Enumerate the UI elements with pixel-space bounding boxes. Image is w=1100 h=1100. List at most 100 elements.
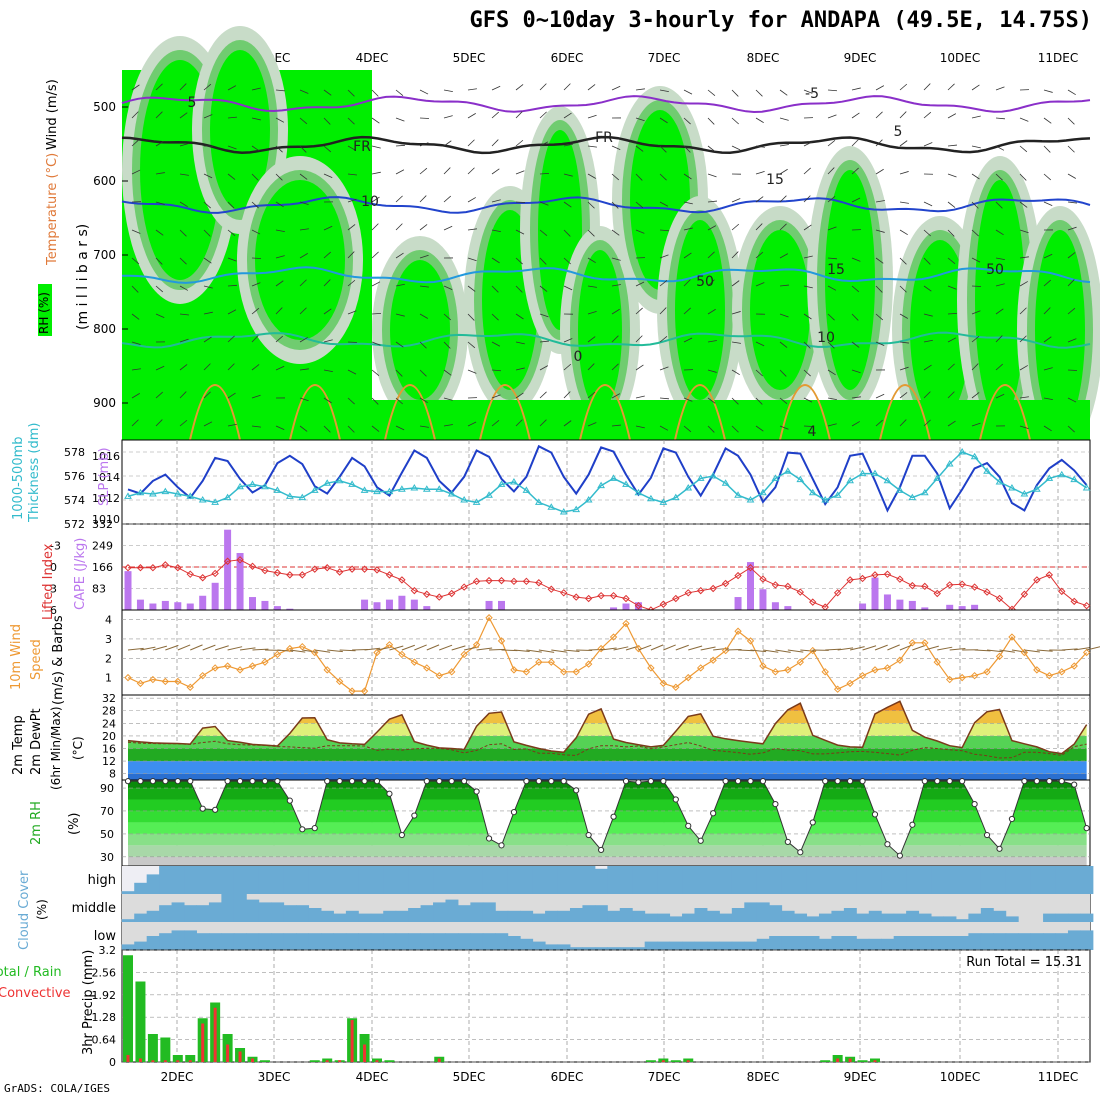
wind-barb (539, 83, 547, 91)
wind-barb (203, 114, 213, 119)
rh-point (249, 778, 256, 785)
wind-barb (131, 285, 139, 293)
cloud-cover-cell (320, 866, 334, 894)
y-tick-label-right: 1012 (92, 492, 120, 505)
wind-barb (395, 283, 405, 287)
wind-barb (275, 201, 284, 208)
wind-barb (491, 257, 500, 264)
cloud-cover-cell (1067, 913, 1081, 922)
thickness-point (634, 488, 643, 496)
cloud-cover-cell (756, 866, 770, 894)
rh-point (971, 800, 978, 808)
cloud-cover-cell (1043, 866, 1057, 894)
thickness-point (647, 494, 655, 502)
wind-speed-point (659, 679, 668, 688)
cloud-cover-cell (644, 913, 658, 922)
wind-barb (635, 201, 644, 209)
wind-barb (731, 223, 740, 231)
axis-label-thickness-2: Thickness (dm) (27, 423, 42, 523)
contour-label: 4 (808, 424, 817, 440)
wind-barb (635, 88, 645, 91)
cloud-cover-cell (308, 908, 322, 922)
axis-label-cloud-unit: (%) (35, 899, 49, 920)
thickness-point (622, 480, 630, 487)
lifted-index-point (572, 593, 580, 601)
cloud-cover-cell (520, 938, 534, 950)
wind-barb (803, 167, 811, 175)
rh-point (734, 778, 742, 785)
rh-point (162, 778, 169, 785)
wind-speed-point (1070, 662, 1078, 670)
y-tick-label: 0 (109, 1056, 116, 1069)
cloud-cover-cell (457, 866, 471, 894)
cloud-cover-cell (1067, 866, 1081, 894)
thickness-point (223, 493, 232, 501)
thickness-point (559, 508, 568, 515)
thickness-point (671, 493, 680, 501)
lifted-index-point (958, 580, 966, 588)
y-tick-label: 2.56 (92, 966, 117, 979)
wind-barb (635, 395, 645, 399)
rh-point (759, 778, 767, 785)
wind-barb (707, 200, 717, 203)
rh-moist-cell (910, 240, 970, 420)
wind-barb (275, 229, 285, 232)
wind-speed-point (398, 650, 406, 659)
day-label-top: 8DEC (747, 51, 780, 65)
wind-barb (395, 144, 406, 147)
wind-barb (731, 397, 739, 405)
wind-barb (467, 228, 477, 231)
cloud-cover-cell (383, 910, 397, 922)
thickness-point (995, 478, 1004, 485)
wind-barb (323, 369, 333, 373)
wind-barb-10m (700, 646, 716, 651)
cloud-cover-cell (781, 936, 795, 950)
cloud-cover-cell (233, 866, 247, 894)
rh-point (261, 778, 269, 785)
wind-barb (587, 285, 597, 288)
wind-barb (563, 285, 573, 291)
precip-total-bar (384, 1060, 395, 1062)
precip-convective-bar (226, 1044, 230, 1062)
cloud-cover-cell (420, 866, 434, 894)
cloud-cover-cell (619, 866, 633, 894)
cloud-cover-cell (906, 866, 920, 894)
cloud-cover-cell (594, 947, 608, 950)
cloud-cover-cell (843, 866, 857, 894)
wind-barb (539, 201, 549, 206)
cloud-cover-cell (657, 913, 671, 922)
day-label-bottom: 7DEC (648, 1070, 681, 1084)
day-label-bottom: 4DEC (356, 1070, 389, 1084)
wind-barb (539, 313, 549, 318)
wind-barb (707, 340, 717, 343)
wind-barb (899, 140, 908, 147)
wind-barb (275, 145, 283, 153)
cape-bar (971, 604, 979, 610)
wind-barb (827, 369, 836, 376)
rh-point (274, 778, 281, 785)
wind-barb (971, 84, 980, 91)
wind-barb (947, 83, 955, 91)
cape-bar (261, 600, 269, 610)
wind-barb (491, 111, 500, 119)
lifted-index-point (124, 564, 132, 572)
thickness-point (198, 496, 207, 503)
cloud-cover-cell (507, 910, 521, 922)
cloud-cover-cell (632, 910, 646, 922)
cloud-cover-cell (1080, 913, 1094, 922)
cloud-cover-cell (731, 866, 745, 894)
wind-barb (995, 201, 1003, 209)
wind-barb (659, 117, 668, 124)
wind-barb (779, 397, 788, 405)
wind-barb (467, 285, 476, 292)
wind-barb (923, 313, 933, 317)
wind-barb (995, 229, 1004, 236)
wind-barb (203, 83, 212, 91)
temp-band (128, 748, 1087, 762)
cloud-cover-cell (420, 905, 434, 922)
y-tick-label: 28 (102, 705, 116, 718)
rh-point (660, 778, 667, 785)
rh-point (224, 778, 231, 785)
wind-barb (539, 257, 547, 265)
wind-barb (323, 145, 332, 153)
